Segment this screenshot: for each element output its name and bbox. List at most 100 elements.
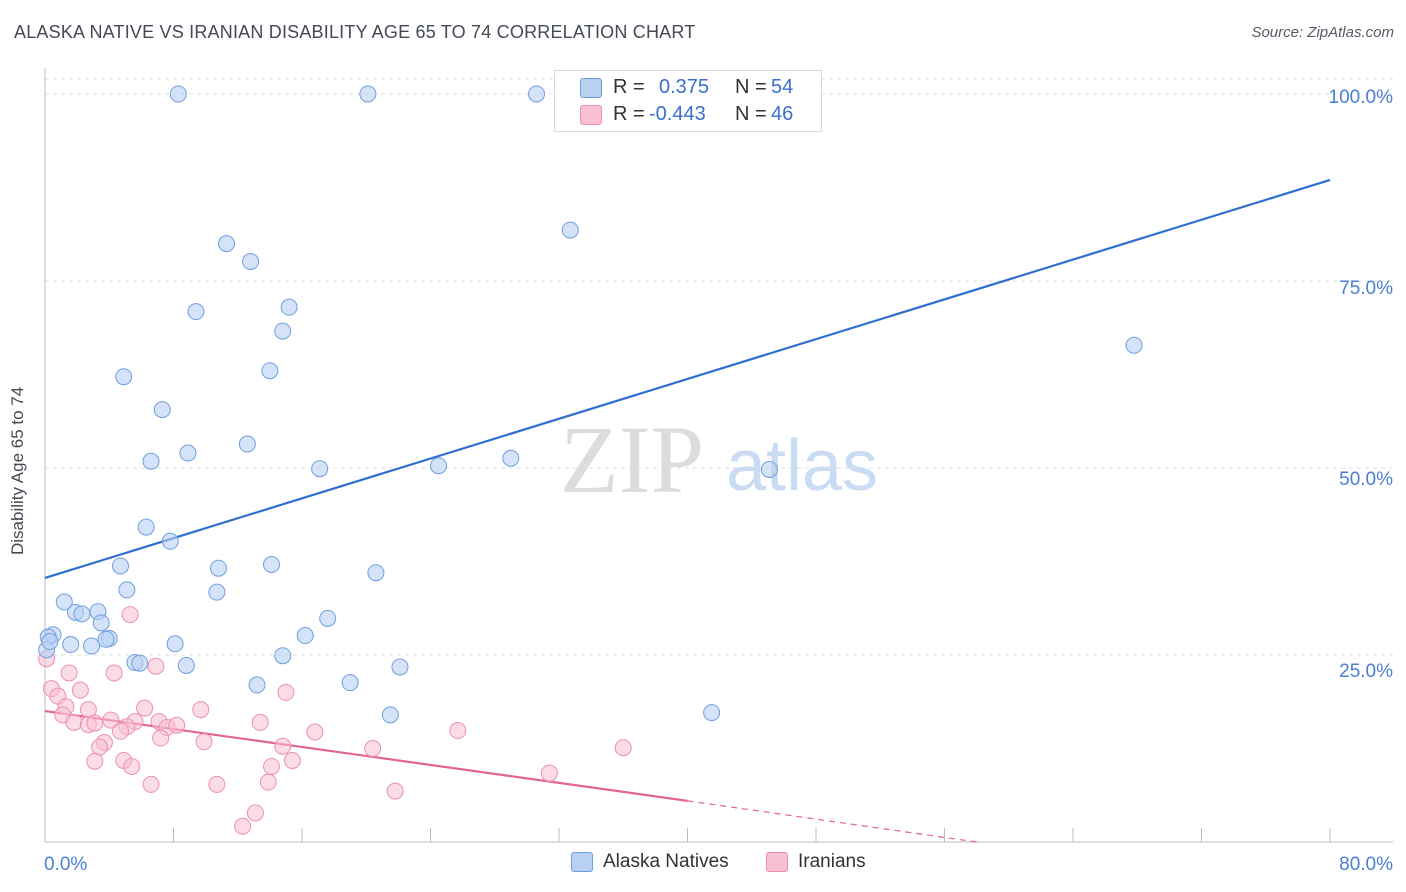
iranians-point — [192, 701, 210, 719]
alaska-natives-point — [97, 630, 115, 648]
alaska-natives-point — [73, 605, 91, 623]
alaska-natives-point — [153, 401, 171, 419]
alaska-natives-point — [528, 85, 546, 103]
alaska-natives-point — [274, 322, 292, 340]
iranians-point — [540, 764, 558, 782]
iranians-point — [251, 713, 269, 731]
iranians-point — [136, 699, 154, 717]
iranians-point — [86, 752, 104, 770]
alaska-natives-point — [262, 555, 280, 573]
n-value: 46 — [771, 102, 794, 125]
iranians-point — [147, 657, 165, 675]
iranians-point — [208, 775, 226, 793]
iranians-point — [306, 723, 324, 741]
alaska-natives-point — [341, 674, 359, 692]
source-label: Source: ZipAtlas.com — [1251, 24, 1394, 41]
watermark: ZIP atlas — [560, 406, 878, 513]
y-tick-label-100: 100.0% — [1329, 87, 1394, 108]
alaska-natives-point — [248, 676, 266, 694]
alaska-trend-line — [44, 178, 1331, 579]
r-value: 0.375 — [659, 75, 710, 98]
alaska-swatch — [571, 852, 593, 872]
alaska-natives-point — [1125, 336, 1143, 354]
iranians-point — [234, 817, 252, 835]
iranians-point — [111, 722, 129, 740]
iranians-point — [262, 757, 280, 775]
alaska-natives-point — [115, 368, 133, 386]
alaska-natives-point — [242, 253, 260, 271]
alaska-swatch — [580, 78, 602, 98]
iranians-point — [614, 739, 632, 757]
alaska-natives-point — [311, 460, 329, 478]
legend-item-alaska: Alaska Natives — [571, 851, 729, 873]
alaska-natives-point — [41, 633, 59, 651]
iranians-point — [274, 737, 292, 755]
alaska-natives-point — [367, 564, 385, 582]
iranians-point — [105, 664, 123, 682]
watermark-atlas: atlas — [726, 426, 878, 506]
r-label: R = — [613, 75, 645, 98]
alaska-natives-point — [391, 658, 409, 676]
x-tick-label-max: 80.0% — [1339, 854, 1393, 875]
axes — [44, 68, 1393, 843]
iranians-point — [195, 733, 213, 751]
alaska-natives-point — [238, 435, 256, 453]
alaska-natives-point — [111, 557, 129, 575]
alaska-natives-point — [218, 235, 236, 253]
alaska-natives-point — [118, 581, 136, 599]
alaska-natives-point — [296, 627, 314, 645]
alaska-natives-point — [319, 609, 337, 627]
n-label: N = — [735, 75, 767, 98]
alaska-natives-point — [280, 298, 298, 316]
alaska-natives-point — [166, 635, 184, 653]
iranians-point — [142, 775, 160, 793]
r-label: R = — [613, 102, 645, 125]
iranians-trend-extension — [687, 800, 977, 843]
iranians-point — [386, 782, 404, 800]
n-value: 54 — [771, 75, 794, 98]
alaska-natives-point — [187, 303, 205, 321]
r-value: -0.443 — [649, 102, 706, 125]
iranians-point — [102, 711, 120, 729]
iranians-points — [38, 606, 632, 835]
legend-row-iranians: R = -0.443 N = 46 — [580, 102, 801, 126]
alaska-natives-point — [142, 452, 160, 470]
iranians-swatch — [766, 852, 788, 872]
alaska-natives-point — [430, 457, 448, 475]
iranians-point — [283, 751, 301, 769]
legend-item-iranians: Iranians — [766, 851, 866, 873]
alaska-natives-point — [131, 654, 149, 672]
iranians-point — [277, 683, 295, 701]
grid — [45, 78, 1393, 656]
alaska-natives-point — [274, 647, 292, 665]
alaska-natives-point — [169, 85, 187, 103]
iranians-swatch — [580, 105, 602, 125]
alaska-natives-points — [38, 85, 1143, 724]
alaska-natives-point — [703, 704, 721, 722]
iranians-point — [86, 714, 104, 732]
alaska-natives-point — [137, 518, 155, 536]
watermark-zip: ZIP — [560, 406, 704, 513]
alaska-natives-point — [760, 460, 778, 478]
alaska-natives-point — [381, 706, 399, 724]
iranians-point — [449, 722, 467, 740]
alaska-natives-point — [209, 559, 227, 577]
iranians-point — [168, 716, 186, 734]
alaska-natives-point — [179, 444, 197, 462]
alaska-natives-point — [261, 362, 279, 380]
alaska-natives-point — [359, 85, 377, 103]
alaska-natives-point — [561, 221, 579, 239]
iranians-point — [123, 757, 141, 775]
iranians-point — [121, 606, 139, 624]
legend-label-alaska: Alaska Natives — [603, 851, 729, 872]
iranians-point — [60, 664, 78, 682]
alaska-natives-point — [208, 583, 226, 601]
iranians-point — [246, 804, 264, 822]
correlation-legend: R = 0.375 N = 54 R = -0.443 N = 46 — [554, 70, 822, 132]
tick-labels: 0.0% 80.0% 25.0% 50.0% 75.0% 100.0% — [44, 87, 1393, 875]
alaska-natives-point — [62, 636, 80, 654]
legend-row-alaska: R = 0.375 N = 54 — [580, 75, 801, 99]
iranians-point — [65, 713, 83, 731]
iranians-point — [152, 729, 170, 747]
